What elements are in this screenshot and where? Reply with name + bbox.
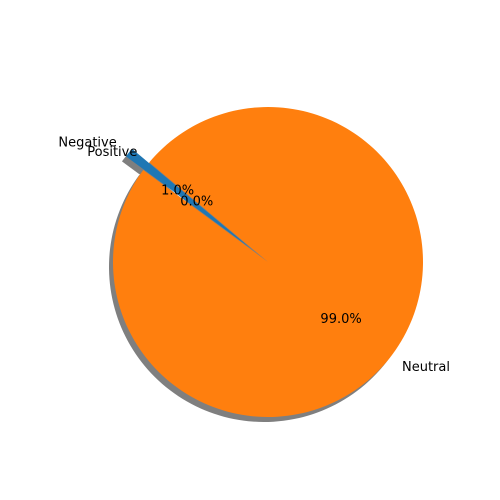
pie-slice-layer xyxy=(113,106,424,417)
slice-neutral xyxy=(113,106,424,417)
slice-negative xyxy=(125,148,251,249)
slice-label-negative: Negative xyxy=(58,135,116,150)
slice-percent-positive: 0.0% xyxy=(180,195,213,210)
slice-label-positive: Positive xyxy=(87,145,137,160)
pie-label-layer: Positive 0.0% Negative 1.0% Neutral 99.0% xyxy=(58,135,450,374)
slice-percent-neutral: 99.0% xyxy=(320,312,361,327)
slice-label-neutral: Neutral xyxy=(402,360,450,375)
slice-percent-negative: 1.0% xyxy=(161,183,194,198)
